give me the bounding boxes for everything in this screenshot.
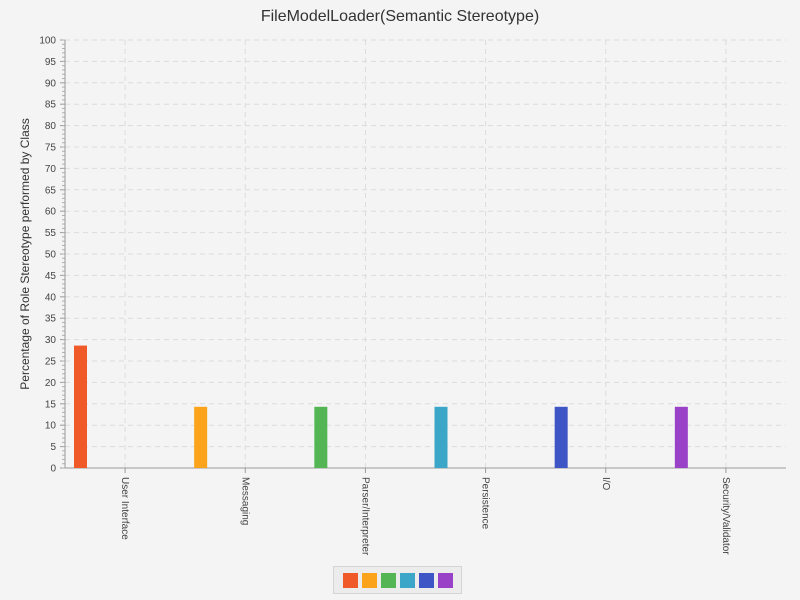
- y-tick-label: 45: [45, 271, 57, 282]
- x-tick-label: Messaging: [239, 477, 250, 525]
- chart-title: FileModelLoader(Semantic Stereotype): [260, 8, 540, 25]
- legend-swatch: [437, 572, 453, 588]
- y-tick-label: 25: [45, 357, 57, 368]
- grid-lines: [65, 39, 786, 468]
- x-tick-label: User Interface: [119, 477, 130, 540]
- y-tick-label: 20: [45, 378, 57, 389]
- y-tick-label: 60: [45, 207, 57, 218]
- y-tick-label: 65: [45, 185, 57, 196]
- legend-swatch: [380, 572, 396, 588]
- y-tick-label: 95: [45, 57, 57, 68]
- bar: [74, 345, 87, 468]
- x-tick-label: I/O: [600, 477, 611, 491]
- x-tick-label: Parser/Interpreter: [359, 477, 370, 556]
- y-tick-label: 100: [39, 36, 56, 47]
- bar: [554, 406, 568, 468]
- y-tick-label: 90: [45, 78, 57, 89]
- y-tick-label: 0: [50, 464, 56, 475]
- y-tick-label: 80: [45, 121, 57, 132]
- y-tick-label: 35: [45, 314, 57, 325]
- y-axis-title: Percentage of Role Stereotype performed …: [18, 118, 32, 389]
- y-tick-label: 75: [45, 143, 57, 154]
- bar: [314, 406, 328, 468]
- y-tick-label: 85: [45, 100, 57, 111]
- y-tick-label: 70: [45, 164, 57, 175]
- x-tick-label: Persistence: [480, 477, 491, 530]
- legend-swatch: [418, 572, 434, 588]
- y-axis: 0 5 10 15 20 25 30 35 40 45 50 55 60 65 70 75 80 85 90 95 10…: [39, 36, 66, 475]
- legend-swatch: [342, 572, 358, 588]
- bar: [194, 406, 208, 468]
- y-tick-label: 55: [45, 228, 57, 239]
- legend-swatch: [361, 572, 377, 588]
- x-axis: User Interface Messaging Parser/Interprete…: [65, 467, 786, 556]
- y-tick-label: 40: [45, 292, 57, 303]
- y-tick-label: 50: [45, 250, 57, 261]
- y-tick-label: 30: [45, 335, 57, 346]
- legend: [333, 566, 462, 594]
- bars: [74, 345, 688, 468]
- x-tick-label: Security/Validator: [720, 477, 731, 555]
- y-tick-label: 10: [45, 421, 57, 432]
- bar: [434, 406, 448, 468]
- y-tick-label: 5: [50, 442, 56, 453]
- y-tick-label: 15: [45, 399, 57, 410]
- legend-swatch: [399, 572, 415, 588]
- bar: [674, 406, 688, 468]
